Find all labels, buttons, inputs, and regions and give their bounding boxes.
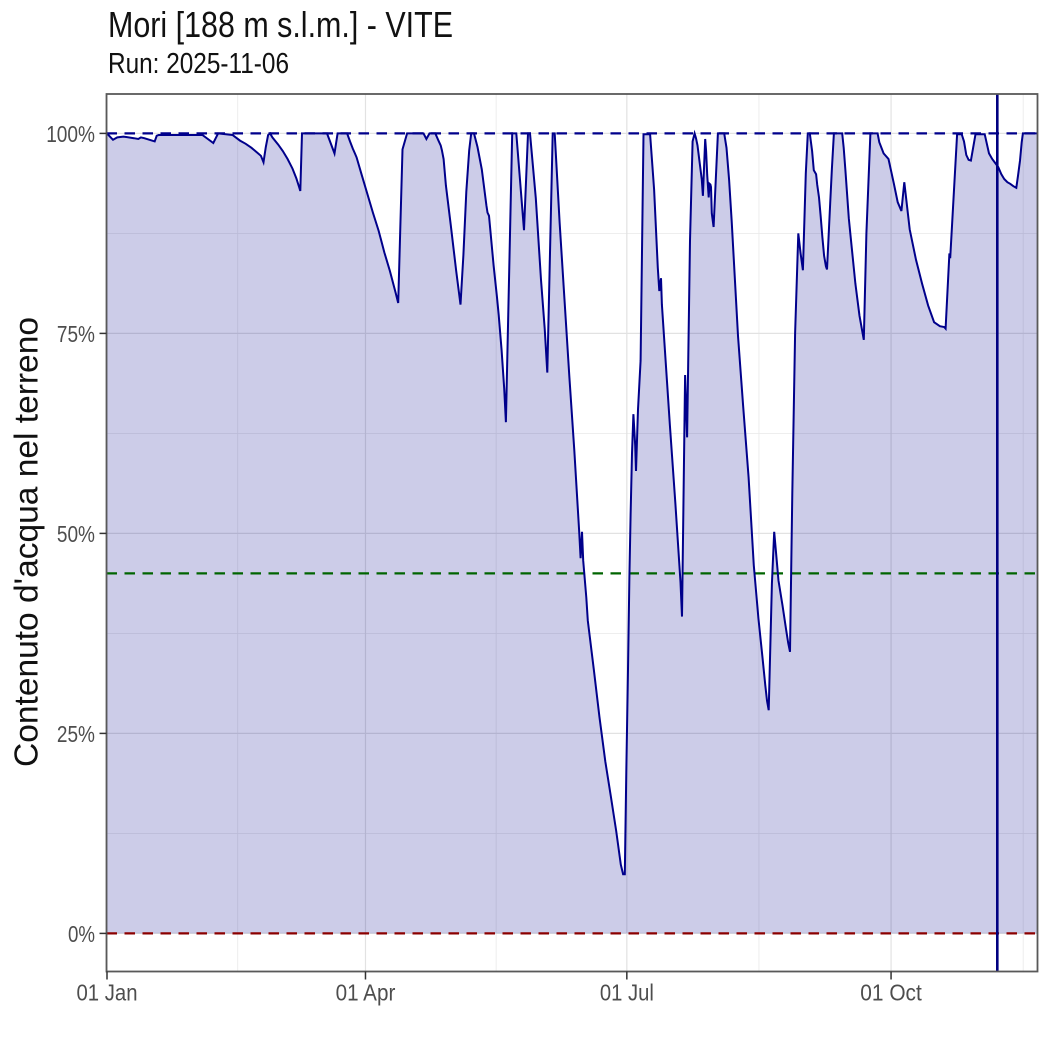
svg-text:50%: 50% — [57, 521, 95, 547]
svg-text:01 Jul: 01 Jul — [600, 980, 654, 1006]
svg-text:100%: 100% — [46, 121, 95, 147]
svg-text:Mori [188 m s.l.m.] - VITE: Mori [188 m s.l.m.] - VITE — [108, 4, 453, 45]
svg-text:01 Jan: 01 Jan — [77, 980, 138, 1006]
svg-text:Contenuto d'acqua nel terreno: Contenuto d'acqua nel terreno — [8, 317, 45, 767]
svg-text:01 Apr: 01 Apr — [336, 980, 396, 1006]
svg-text:0%: 0% — [68, 921, 95, 947]
svg-text:75%: 75% — [57, 321, 95, 347]
svg-text:01 Oct: 01 Oct — [860, 980, 922, 1006]
svg-text:25%: 25% — [57, 721, 95, 747]
svg-text:Run: 2025-11-06: Run: 2025-11-06 — [108, 48, 289, 80]
